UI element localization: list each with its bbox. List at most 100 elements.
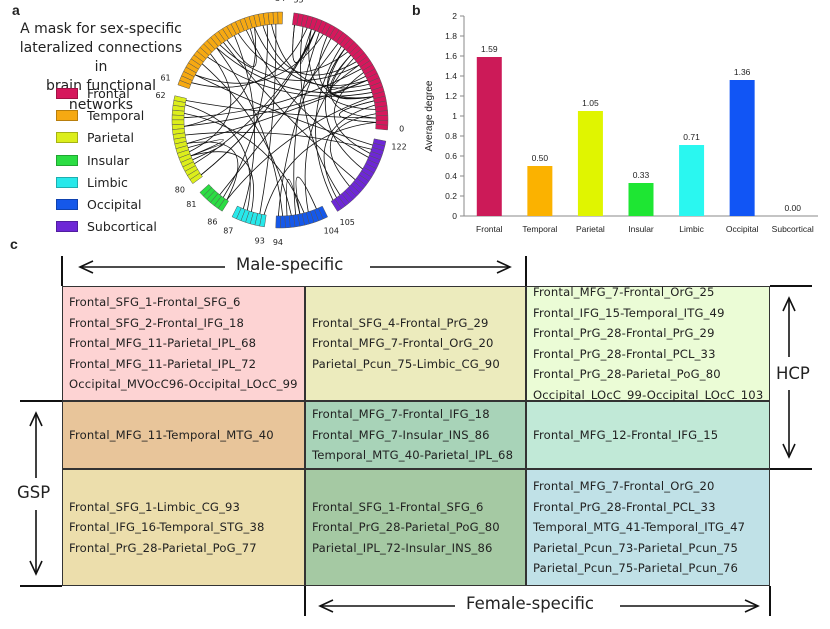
chord-link	[293, 32, 320, 215]
connection-entry: Frontal_MFG_7-Frontal_IFG_18	[312, 407, 490, 422]
y-tick-label: 0.2	[445, 191, 457, 201]
legend-item: Frontal	[56, 82, 157, 104]
connection-entry: Occipital_LOcC_99-Occipital_LOcC_103	[533, 387, 764, 402]
cell-female-gsp: Frontal_SFG_1-Limbic_CG_93 Frontal_IFG_16…	[62, 469, 305, 586]
connection-entry: Frontal_MFG_7-Frontal_OrG_25	[533, 285, 715, 299]
y-tick-label: 0	[452, 211, 457, 221]
legend-swatch	[56, 132, 78, 144]
connection-entry: Frontal_MFG_7-Frontal_OrG_20	[533, 479, 715, 494]
connection-entry: Frontal_PrG_28-Frontal_PCL_33	[533, 499, 716, 514]
connection-entry: Frontal_IFG_16-Temporal_STG_38	[69, 520, 265, 535]
panel-a-title-line: lateralized connections in	[19, 40, 183, 75]
panel-c-letter: c	[10, 236, 18, 252]
ring-tick-label: 34	[275, 0, 285, 3]
chord-link	[285, 179, 301, 216]
legend-swatch	[56, 154, 78, 166]
ring-tick-label: 93	[255, 236, 265, 245]
x-tick-label: Parietal	[576, 224, 605, 234]
male-arrow-right-head	[496, 260, 512, 274]
chord-link	[189, 53, 232, 153]
connection-entry: Frontal_PrG_28-Parietal_PoG_80	[533, 367, 721, 381]
cell-female-both: Frontal_SFG_1-Frontal_SFG_6 Frontal_PrG_2…	[305, 469, 526, 586]
legend-swatch	[56, 221, 78, 233]
chord-link	[186, 79, 368, 144]
female-arrow-left-head	[318, 599, 334, 613]
y-tick-label: 1.2	[445, 91, 457, 101]
cell-shared-both: Frontal_MFG_7-Frontal_IFG_18 Frontal_MFG_…	[305, 401, 526, 469]
chord-link	[330, 64, 366, 91]
connection-entry: Frontal_MFG_7-Frontal_OrG_20	[312, 336, 494, 351]
connection-entry: Frontal_MFG_11-Parietal_IPL_68	[69, 336, 257, 351]
y-tick-label: 0.4	[445, 171, 457, 181]
ring-node-80	[189, 172, 203, 185]
cell-male-both: Frontal_SFG_4-Frontal_PrG_29 Frontal_MFG_…	[305, 286, 526, 401]
chord-link	[190, 143, 226, 161]
chord-link	[223, 42, 356, 180]
connection-entry: Temporal_MTG_40-Parietal_IPL_68	[312, 448, 514, 463]
connection-entry: Frontal_PrG_28-Frontal_PCL_33	[533, 346, 716, 361]
bar-chart: 0 0.2 0.4 0.6 0.8 1 1.2 1.4 1.6 1.8 2 Average degre…	[424, 11, 818, 234]
chord-link	[333, 72, 371, 154]
y-axis-label: Average degree	[424, 80, 435, 151]
hcp-label: HCP	[772, 364, 814, 383]
ring-node-104	[318, 205, 328, 220]
chord-link	[195, 34, 324, 84]
legend-item: Occipital	[56, 193, 157, 215]
ring-node-122	[372, 138, 387, 147]
chord-link	[184, 27, 256, 127]
ring-tick-label: 0	[399, 125, 404, 134]
connection-entry: Frontal_SFG_2-Frontal_IFG_18	[69, 315, 245, 330]
ring-node-86	[217, 198, 229, 212]
connection-entry: Frontal_MFG_11-Temporal_MTG_40	[69, 427, 274, 442]
chord-link	[300, 29, 316, 65]
chord-link	[295, 176, 317, 214]
chord-link	[300, 26, 341, 196]
hcp-arrow-down-head	[782, 443, 796, 459]
chord-link	[277, 38, 332, 217]
legend-label: Parietal	[87, 130, 134, 146]
chord-link	[184, 79, 368, 127]
y-tick-label: 1.4	[445, 71, 457, 81]
bar-value-label: 1.36	[734, 67, 751, 77]
y-tick-label: 0.8	[445, 131, 457, 141]
connection-entry: Frontal_SFG_4-Frontal_PrG_29	[312, 315, 489, 330]
cell-shared-hcp: Frontal_MFG_12-Frontal_IFG_15	[526, 401, 770, 469]
y-tick-label: 1	[452, 111, 457, 121]
gsp-arrow-down-head	[29, 560, 43, 576]
y-tick-label: 2	[452, 11, 457, 21]
female-arrow-right-head	[744, 599, 760, 613]
chord-link	[259, 24, 277, 214]
chord-link	[186, 141, 239, 201]
bar-temporal	[527, 166, 553, 216]
legend-swatch	[56, 87, 78, 99]
chord-link	[324, 48, 363, 170]
x-tick-label: Frontal	[476, 224, 503, 234]
connection-entry: Parietal_Pcun_75-Parietal_Pcun_76	[533, 561, 739, 576]
ring-tick-label: 87	[223, 227, 233, 236]
chord-link	[201, 63, 292, 216]
chord-link	[234, 35, 256, 209]
chord-link	[185, 131, 372, 150]
connection-entry: Occipital_MVOcC96-Occipital_LOcC_99	[69, 377, 298, 392]
bar-occipital	[729, 80, 755, 216]
legend-label: Temporal	[87, 107, 145, 123]
cell-shared-gsp: Frontal_MFG_11-Temporal_MTG_40	[62, 401, 305, 469]
connection-entry: Frontal_SFG_1-Frontal_SFG_6	[69, 295, 241, 310]
x-tick-label: Occipital	[726, 224, 759, 234]
gsp-label: GSP	[13, 483, 55, 502]
ring-tick-label: 105	[340, 218, 355, 227]
chord-link	[339, 100, 376, 123]
chord-link	[207, 56, 373, 97]
ring-tick-label: 81	[186, 200, 196, 209]
panel-a-title: A mask for sex-specific lateralized conn…	[16, 20, 186, 115]
chord-link	[237, 33, 348, 73]
bar-parietal	[577, 111, 603, 216]
chord-link	[226, 96, 374, 201]
x-tick-label: Limbic	[679, 224, 704, 234]
ring-tick-label: 94	[273, 238, 283, 247]
legend-swatch	[56, 109, 78, 121]
ring-tick-label: 86	[207, 218, 217, 227]
chord-link	[315, 45, 342, 201]
legend-item: Subcortical	[56, 216, 157, 238]
ring-tick-label: 33	[293, 0, 303, 4]
